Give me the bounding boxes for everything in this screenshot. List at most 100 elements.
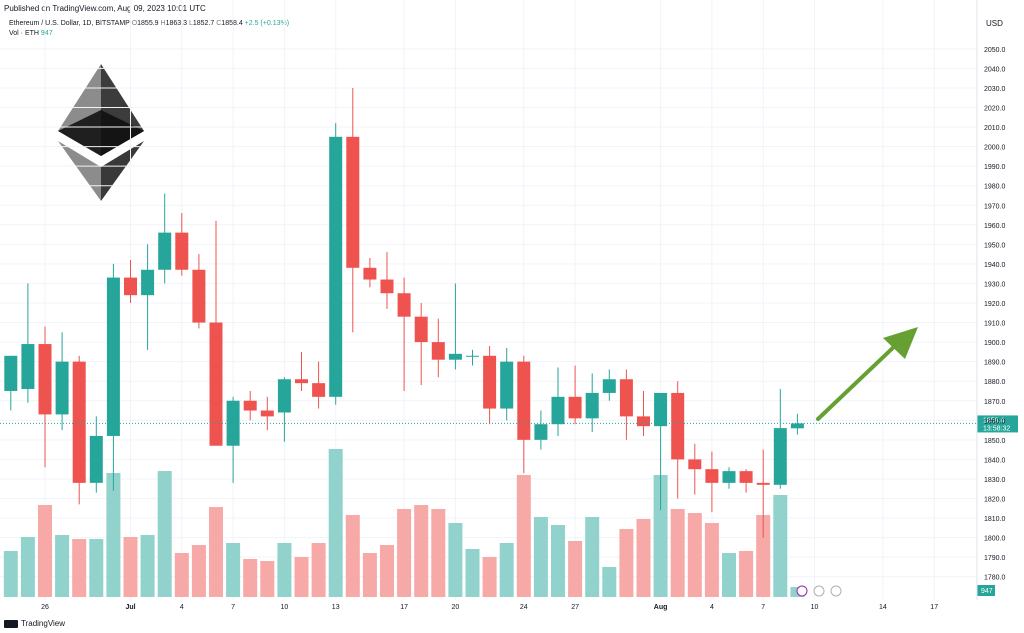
x-tick-label: 17 bbox=[400, 604, 408, 611]
candle-body bbox=[551, 396, 565, 425]
y-tick-label: 1790.0 bbox=[984, 555, 1006, 562]
trend-arrow-icon bbox=[816, 327, 918, 421]
volume-label-box bbox=[977, 585, 995, 596]
candle-body bbox=[38, 344, 52, 415]
x-tick-label: 24 bbox=[520, 604, 528, 611]
candle-body bbox=[124, 277, 137, 296]
volume-bar bbox=[568, 541, 583, 597]
y-tick-label: 1800.0 bbox=[984, 536, 1006, 543]
y-tick-label: 1780.0 bbox=[984, 575, 1006, 582]
y-tick-label: 1930.0 bbox=[984, 281, 1006, 288]
candle-body bbox=[226, 400, 240, 446]
candle-body bbox=[380, 279, 394, 294]
last-price-label: 1858.4 bbox=[983, 417, 1005, 424]
x-tick-label: 13 bbox=[332, 604, 340, 611]
volume-bar bbox=[157, 471, 172, 597]
x-tick-label: 4 bbox=[710, 604, 714, 611]
x-tick-label: 20 bbox=[452, 604, 460, 611]
candle-body bbox=[4, 355, 18, 391]
candle-body bbox=[722, 471, 736, 483]
us-flag-event-icon[interactable] bbox=[830, 585, 842, 597]
volume-bar bbox=[551, 525, 565, 597]
volume-bars bbox=[3, 449, 805, 597]
x-axis: 26 Jul 4 7 10 13 17 20 24 27 Aug 4 7 10 14 17 bbox=[41, 604, 938, 611]
candle-body bbox=[483, 355, 497, 409]
volume-bar bbox=[260, 561, 275, 597]
volume-bar bbox=[174, 553, 189, 597]
candle-body bbox=[431, 342, 445, 360]
open-label: O bbox=[131, 20, 138, 27]
candles bbox=[4, 87, 804, 538]
volume-bar bbox=[328, 449, 343, 597]
candle-body bbox=[637, 416, 650, 427]
volume-bar bbox=[311, 543, 326, 597]
volume-bar bbox=[294, 557, 309, 597]
high-value: 1863.3 bbox=[165, 20, 187, 27]
candle-body bbox=[602, 379, 616, 393]
volume-bar bbox=[414, 505, 429, 597]
y-tick-label: 1820.0 bbox=[984, 497, 1006, 504]
candle-body bbox=[500, 361, 514, 409]
candle-body bbox=[705, 469, 719, 483]
volume-bar bbox=[670, 509, 685, 597]
candle-body bbox=[363, 267, 377, 280]
symbol-name: Ethereum / U.S. Dollar, 1D, BITSTAMP bbox=[9, 20, 130, 27]
x-tick-label: 14 bbox=[879, 604, 887, 611]
y-tick-label: 1900.0 bbox=[984, 340, 1006, 347]
volume-bar bbox=[756, 515, 771, 597]
y-tick-label: 1840.0 bbox=[984, 457, 1006, 464]
chart-legend: Ethereum / U.S. Dollar, 1D, BITSTAMP O18… bbox=[9, 19, 289, 39]
grid bbox=[0, 0, 977, 600]
volume-bar bbox=[3, 551, 18, 597]
y-tick-label: 2030.0 bbox=[984, 86, 1006, 93]
candle-body bbox=[773, 428, 787, 485]
x-tick-label: 17 bbox=[930, 604, 938, 611]
candle-body bbox=[209, 322, 223, 446]
symbol-line: Ethereum / U.S. Dollar, 1D, BITSTAMP O18… bbox=[9, 19, 289, 29]
volume-bar bbox=[209, 507, 223, 597]
x-tick-label: 4 bbox=[180, 604, 184, 611]
x-tick-label: Aug bbox=[654, 604, 668, 611]
candle-body bbox=[141, 269, 155, 296]
x-tick-label: 26 bbox=[41, 604, 49, 611]
candle-body bbox=[260, 410, 274, 417]
us-flag-event-icon[interactable] bbox=[813, 585, 825, 597]
tradingview-logo-icon bbox=[4, 619, 18, 628]
y-tick-label: 1960.0 bbox=[984, 223, 1006, 230]
y-tick-label: 1870.0 bbox=[984, 399, 1006, 406]
volume-bar bbox=[482, 557, 497, 597]
volume-bar bbox=[465, 549, 480, 597]
open-value: 1855.9 bbox=[137, 20, 159, 27]
y-tick-label: 2050.0 bbox=[984, 47, 1006, 54]
volume-bar bbox=[431, 509, 446, 597]
volume-bar bbox=[499, 543, 514, 597]
volume-bar bbox=[20, 537, 35, 597]
volume-bar bbox=[345, 515, 360, 597]
candle-body bbox=[312, 383, 326, 397]
volume-bar bbox=[123, 537, 138, 597]
volume-bar bbox=[106, 473, 121, 597]
countdown-label: 13:58:32 bbox=[983, 425, 1010, 432]
candle-body bbox=[89, 435, 103, 483]
y-tick-label: 1950.0 bbox=[984, 242, 1006, 249]
volume-bar bbox=[38, 505, 52, 597]
y-tick-label: 2020.0 bbox=[984, 106, 1006, 113]
x-tick-label: 10 bbox=[811, 604, 819, 611]
candle-body bbox=[585, 392, 599, 419]
x-tick-label: 7 bbox=[231, 604, 235, 611]
candle-body bbox=[243, 400, 257, 411]
footer-brand: TradingView bbox=[21, 619, 66, 628]
lightning-event-icon[interactable] bbox=[796, 585, 808, 597]
volume-bar bbox=[602, 567, 617, 597]
y-tick-label: 1990.0 bbox=[984, 164, 1006, 171]
x-tick-label: 10 bbox=[281, 604, 289, 611]
close-value: 1858.4 bbox=[221, 20, 243, 27]
event-icons[interactable] bbox=[796, 585, 842, 597]
ethereum-logo-icon bbox=[58, 64, 144, 201]
candle-body bbox=[192, 269, 206, 323]
change-value: +2.5 (+0.13%) bbox=[244, 20, 290, 27]
footer: TradingView bbox=[4, 619, 65, 628]
last-volume-label: 947 bbox=[981, 588, 993, 595]
candle-body bbox=[21, 344, 35, 390]
